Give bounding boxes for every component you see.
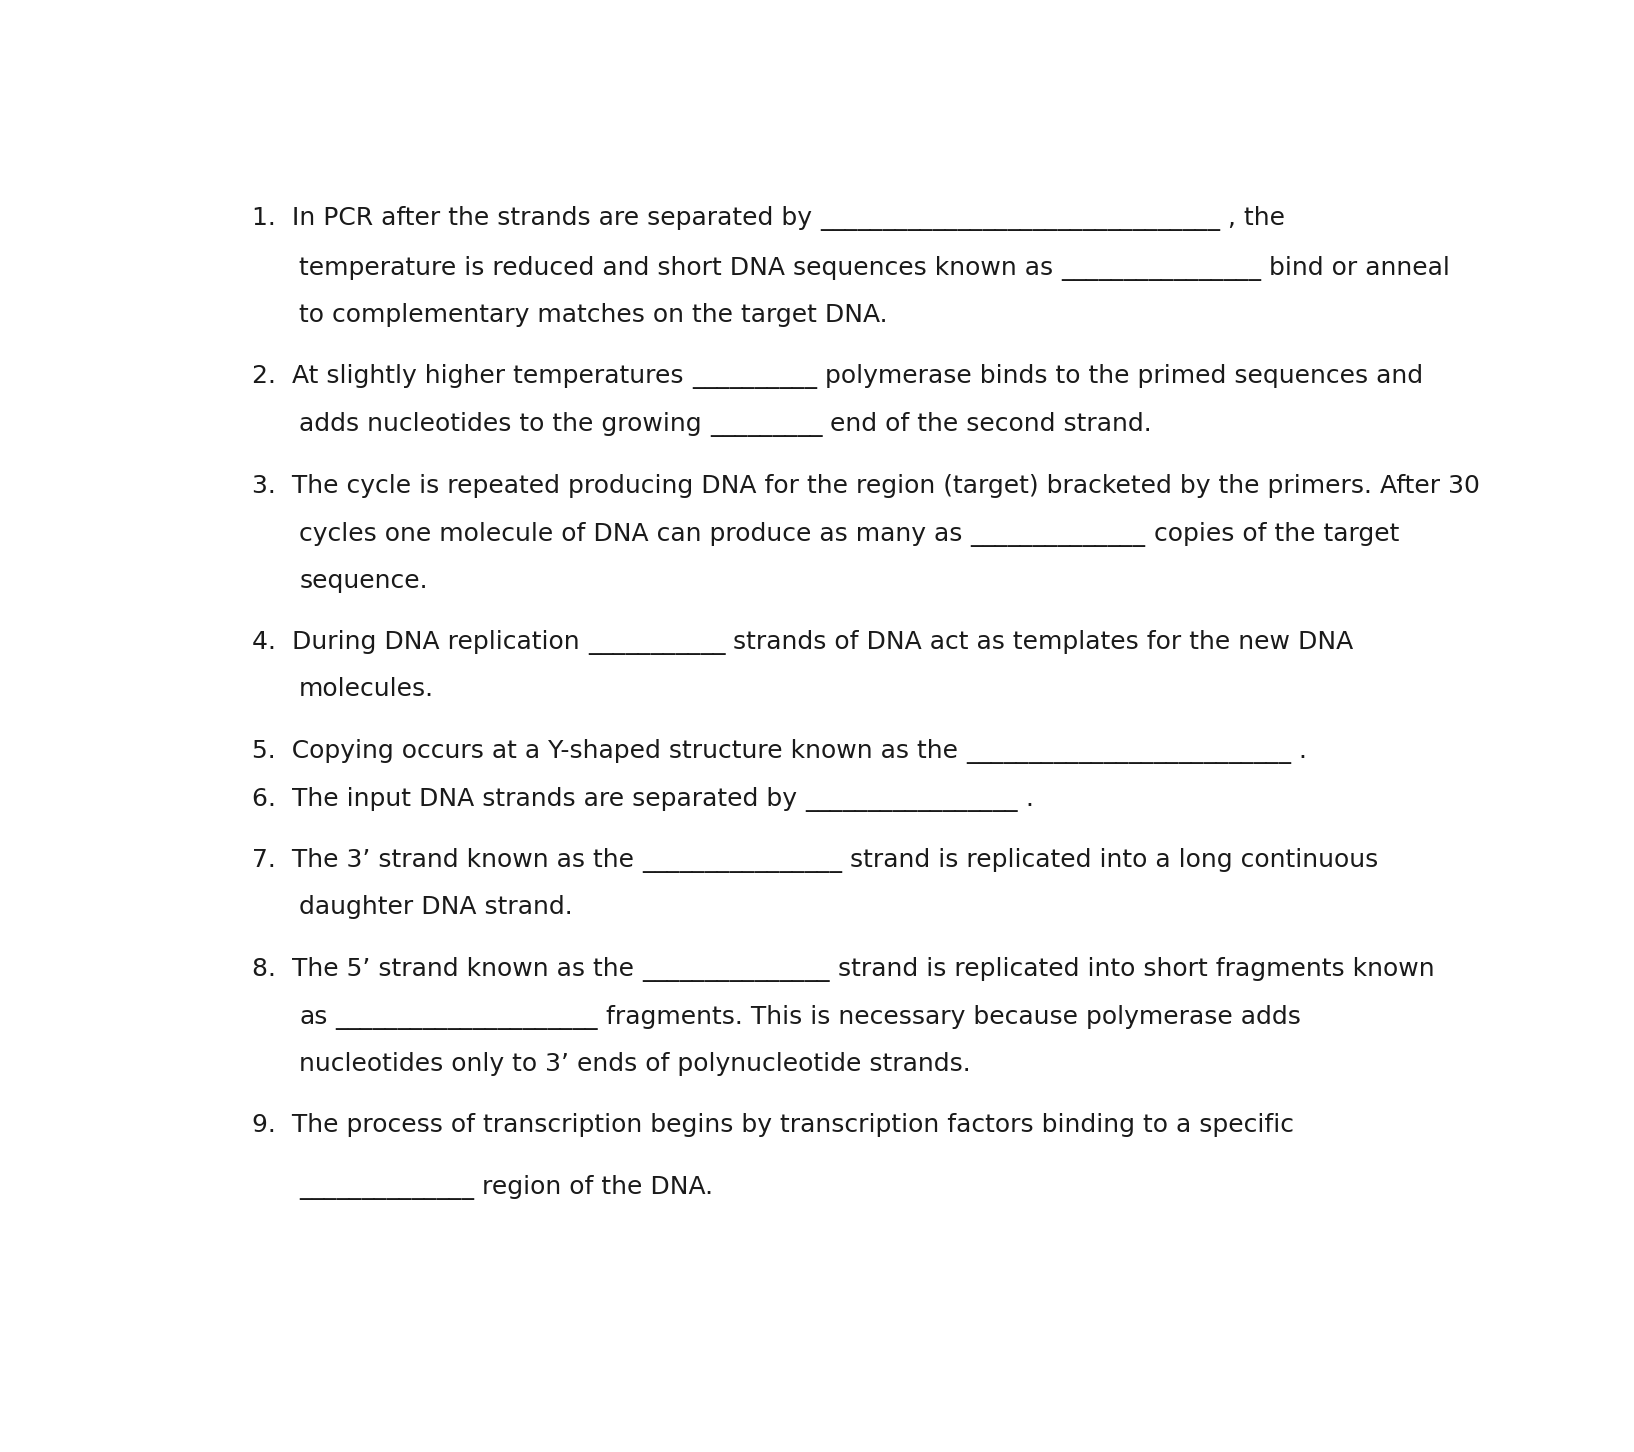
Text: , the: , the <box>1221 206 1286 229</box>
Text: fragments. This is necessary because polymerase adds: fragments. This is necessary because pol… <box>598 1005 1301 1029</box>
Text: 2.  At slightly higher temperatures: 2. At slightly higher temperatures <box>252 364 685 388</box>
Text: ___________: ___________ <box>588 632 725 655</box>
Text: cycles one molecule of DNA can produce as many as: cycles one molecule of DNA can produce a… <box>299 521 962 546</box>
Text: strands of DNA act as templates for the new DNA: strands of DNA act as templates for the … <box>725 630 1353 655</box>
Text: _______________: _______________ <box>642 958 830 982</box>
Text: 6.  The input DNA strands are separated by: 6. The input DNA strands are separated b… <box>252 787 797 810</box>
Text: sequence.: sequence. <box>299 569 428 592</box>
Text: 9.  The process of transcription begins by transcription factors binding to a sp: 9. The process of transcription begins b… <box>252 1114 1294 1137</box>
Text: __________: __________ <box>691 366 817 389</box>
Text: strand is replicated into a long continuous: strand is replicated into a long continu… <box>843 848 1379 873</box>
Text: ______________: ______________ <box>299 1176 474 1199</box>
Text: copies of the target: copies of the target <box>1145 521 1399 546</box>
Text: to complementary matches on the target DNA.: to complementary matches on the target D… <box>299 303 887 327</box>
Text: molecules.: molecules. <box>299 678 435 701</box>
Text: strand is replicated into short fragments known: strand is replicated into short fragment… <box>830 957 1435 982</box>
Text: daughter DNA strand.: daughter DNA strand. <box>299 896 574 919</box>
Text: ________________________________: ________________________________ <box>820 206 1221 231</box>
Text: ________________: ________________ <box>642 849 843 874</box>
Text: nucleotides only to 3’ ends of polynucleotide strands.: nucleotides only to 3’ ends of polynucle… <box>299 1051 971 1076</box>
Text: temperature is reduced and short DNA sequences known as: temperature is reduced and short DNA seq… <box>299 256 1054 280</box>
Text: _________: _________ <box>709 414 822 437</box>
Text: ________________: ________________ <box>1062 257 1261 280</box>
Text: _____________________: _____________________ <box>335 1006 598 1029</box>
Text: bind or anneal: bind or anneal <box>1261 256 1451 280</box>
Text: ______________: ______________ <box>971 523 1145 547</box>
Text: polymerase binds to the primed sequences and: polymerase binds to the primed sequences… <box>817 364 1423 388</box>
Text: adds nucleotides to the growing: adds nucleotides to the growing <box>299 412 703 437</box>
Text: end of the second strand.: end of the second strand. <box>822 412 1152 437</box>
Text: region of the DNA.: region of the DNA. <box>474 1175 714 1199</box>
Text: .: . <box>1291 739 1307 762</box>
Text: 1.  In PCR after the strands are separated by: 1. In PCR after the strands are separate… <box>252 206 812 229</box>
Text: __________________________: __________________________ <box>966 741 1291 764</box>
Text: 7.  The 3’ strand known as the: 7. The 3’ strand known as the <box>252 848 634 873</box>
Text: _________________: _________________ <box>806 788 1018 812</box>
Text: 3.  The cycle is repeated producing DNA for the region (target) bracketed by the: 3. The cycle is repeated producing DNA f… <box>252 473 1480 498</box>
Text: 5.  Copying occurs at a Y-shaped structure known as the: 5. Copying occurs at a Y-shaped structur… <box>252 739 959 762</box>
Text: 8.  The 5’ strand known as the: 8. The 5’ strand known as the <box>252 957 634 982</box>
Text: as: as <box>299 1005 327 1029</box>
Text: .: . <box>1018 787 1034 810</box>
Text: 4.  During DNA replication: 4. During DNA replication <box>252 630 580 655</box>
